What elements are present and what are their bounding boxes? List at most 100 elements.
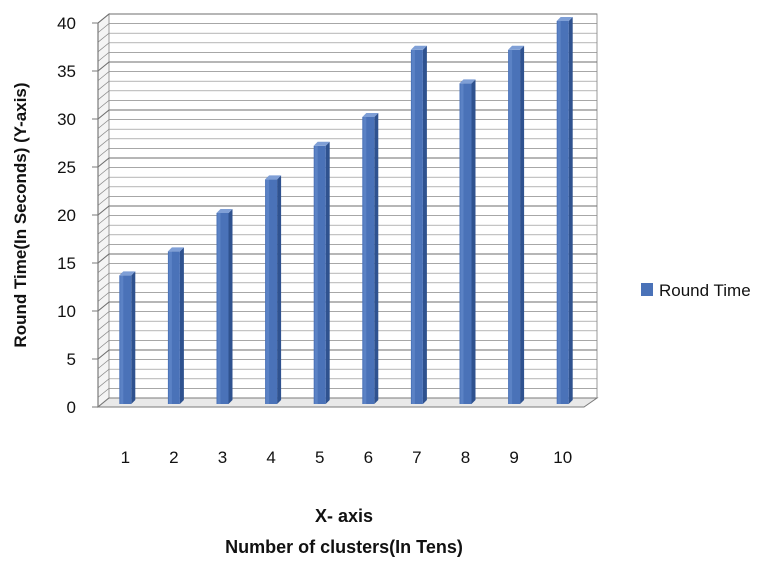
minor-gridline [97,215,597,225]
bar-highlight [217,213,221,404]
minor-gridline [97,119,597,129]
minor-gridline [97,32,597,43]
minor-gridline [97,340,597,350]
bar-side [422,45,427,405]
bar-top [508,45,525,50]
y-tick-label: 30 [57,110,76,129]
minor-gridline [97,388,597,398]
minor-gridline [97,224,597,235]
x-tick-label: 7 [412,448,421,467]
minor-gridline [97,272,597,283]
bar-top [362,113,379,117]
bar-highlight [314,145,318,405]
x-tick-label: 10 [553,448,572,467]
bar [459,79,476,405]
bar-top [119,271,136,276]
x-tick-label: 8 [461,448,470,467]
bar-front [508,49,521,405]
y-tick-label: 15 [57,254,76,273]
bar-top [459,79,476,84]
bar-highlight [266,179,270,404]
minor-gridline [97,23,597,33]
legend-label: Round Time [659,281,751,300]
major-gridline [97,301,597,312]
x-tick-label: 5 [315,448,324,467]
y-tick-label: 40 [57,14,76,33]
x-tick-label: 3 [218,448,227,467]
minor-gridline [97,176,597,187]
bar-highlight [509,49,513,405]
bar [119,271,136,404]
y-tick-label: 35 [57,62,76,81]
bar-highlight [363,117,367,404]
minor-gridline [97,378,597,389]
minor-gridline [97,80,597,91]
bar [410,45,427,405]
minor-gridline [97,186,597,197]
bar-top [216,209,233,213]
x-axis-title: X- axis [315,506,373,526]
minor-gridline [97,42,597,53]
minor-gridline [97,263,597,273]
major-gridline [97,109,597,120]
minor-gridline [97,320,597,331]
minor-gridline [97,148,597,158]
x-tick-label: 9 [509,448,518,467]
minor-gridline [97,330,597,341]
bar [556,17,573,404]
x-axis-subtitle: Number of clusters(In Tens) [225,537,463,557]
bar-side [520,45,525,405]
minor-gridline [97,71,597,81]
bar-side [131,271,136,404]
bar [216,209,233,404]
legend: Round Time [641,281,751,300]
bars [119,17,573,405]
major-gridline [97,205,597,216]
minor-gridline [97,234,597,245]
minor-gridline [97,128,597,139]
bar-highlight [557,21,561,404]
bar-side [179,247,184,404]
bar-top [265,175,282,180]
minor-gridline [97,311,597,321]
minor-gridline [97,167,597,177]
bar [362,113,379,404]
minor-gridline [97,138,597,149]
y-axis-title: Round Time(In Seconds) (Y-axis) [11,82,30,347]
legend-swatch [641,283,653,296]
minor-gridline [97,196,597,206]
bar-top [313,141,330,146]
bar-side [228,209,233,404]
minor-gridline [97,359,597,369]
major-gridline [97,157,597,168]
minor-gridline [97,282,597,293]
x-tick-label: 4 [266,448,275,467]
bar-highlight [120,275,124,404]
bar-top [410,45,427,50]
bar [265,175,282,404]
bar-highlight [168,251,172,404]
x-tick-label: 1 [121,448,130,467]
x-tick-label: 6 [364,448,373,467]
bar-side [568,17,573,404]
bar [508,45,525,405]
y-tick-label: 20 [57,206,76,225]
minor-gridline [97,244,597,254]
major-gridline [97,61,597,72]
bar-side [277,175,282,404]
bar-side [471,79,476,405]
bar-side [325,141,330,405]
bar-top [556,17,573,21]
minor-gridline [97,52,597,62]
minor-gridline [97,368,597,379]
y-tick-labels: 0 5 10 15 20 25 30 35 40 [57,14,98,417]
bar-highlight [460,83,464,405]
major-gridline [97,349,597,360]
bar-highlight [411,49,415,405]
major-gridline [97,253,597,264]
minor-gridline [97,90,597,101]
x-tick-labels: 1 2 3 4 5 6 7 8 9 10 [121,448,573,467]
y-tick-label: 0 [67,398,76,417]
minor-gridline [97,100,597,110]
